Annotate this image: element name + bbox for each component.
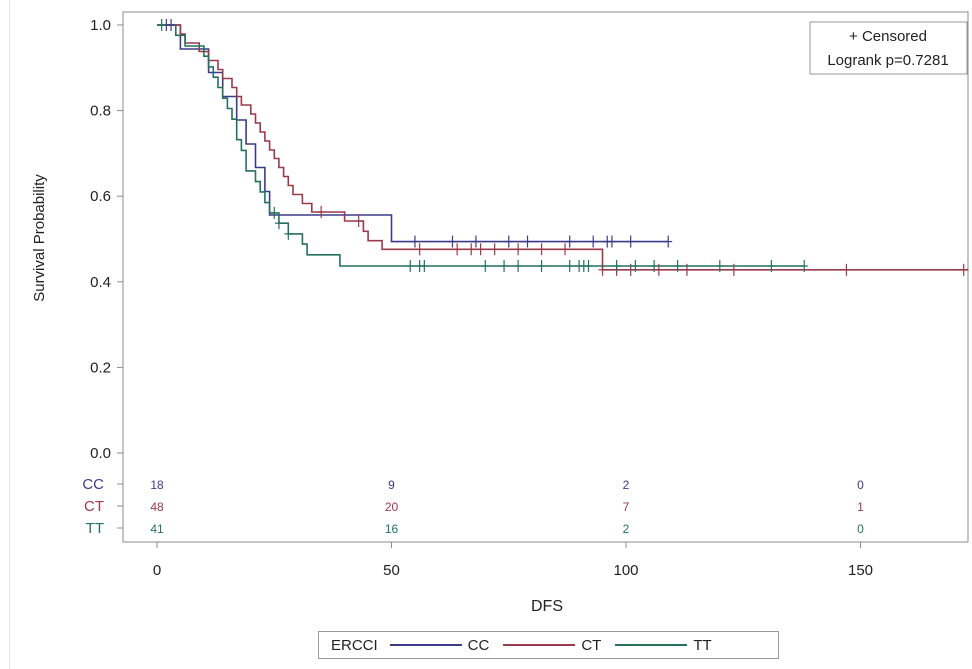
logrank-label: Logrank p=0.7281	[827, 52, 948, 69]
y-axis-label: Survival Probability	[31, 174, 48, 302]
y-tick-label: 0.8	[90, 103, 111, 120]
survival-curve-cc	[157, 24, 669, 243]
x-tick-label: 150	[848, 562, 873, 579]
survival-curve-tt	[157, 24, 805, 267]
survival-curve-ct	[157, 24, 969, 271]
at-risk-count: 20	[385, 500, 399, 514]
legend-item-cc: CC	[389, 636, 504, 654]
legend-item-ct: CT	[503, 637, 615, 654]
y-tick-label: 1.0	[90, 17, 111, 34]
bottom-legend: ERCCI CC CT TT	[318, 631, 779, 659]
x-axis-label: DFS	[531, 598, 563, 615]
at-risk-row-label: CC	[82, 476, 104, 493]
at-risk-count: 41	[150, 522, 164, 536]
legend-label-tt: TT	[693, 636, 712, 654]
at-risk-count: 18	[150, 478, 164, 492]
inset-legend: + Censored Logrank p=0.7281	[809, 21, 968, 75]
at-risk-count: 16	[385, 522, 399, 536]
legend-title: ERCCI	[331, 636, 378, 654]
at-risk-count: 0	[857, 478, 864, 492]
at-risk-row-label: TT	[86, 520, 104, 537]
x-tick-label: 0	[153, 562, 161, 579]
page-edge-rule	[9, 0, 10, 669]
at-risk-count: 0	[857, 522, 864, 536]
legend-label-cc: CC	[467, 636, 490, 654]
y-tick-label: 0.0	[90, 445, 111, 462]
y-tick-label: 0.6	[90, 188, 111, 205]
inset-legend-box	[809, 21, 968, 75]
x-tick-label: 100	[613, 562, 638, 579]
censored-label: + Censored	[849, 28, 927, 45]
censor-marks	[157, 19, 968, 276]
plot-frame	[122, 11, 969, 543]
y-tick-label: 0.2	[90, 359, 111, 376]
y-ticks: 0.0 0.2 0.4 0.6 0.8 1.0	[90, 17, 123, 462]
at-risk-count: 1	[857, 500, 864, 514]
at-risk-row-label: CT	[84, 498, 104, 515]
at-risk-count: 2	[623, 522, 630, 536]
y-tick-label: 0.4	[90, 274, 111, 291]
at-risk-count: 9	[388, 478, 395, 492]
legend-item-tt: TT	[615, 637, 725, 654]
at-risk-count: 7	[623, 500, 630, 514]
x-ticks: 0 50 100 150	[153, 542, 873, 579]
legend-swatch-ct	[503, 644, 576, 646]
legend-swatch-cc	[389, 644, 462, 646]
at-risk-count: 2	[623, 478, 630, 492]
axes-group	[122, 11, 969, 543]
legend-label-ct: CT	[581, 636, 602, 654]
at-risk-table: CC 18 9 2 0CT 48 20 7 1TT 41 16 2 0	[82, 476, 864, 537]
x-tick-label: 50	[383, 562, 400, 579]
at-risk-count: 48	[150, 500, 164, 514]
legend-swatch-tt	[615, 644, 688, 646]
